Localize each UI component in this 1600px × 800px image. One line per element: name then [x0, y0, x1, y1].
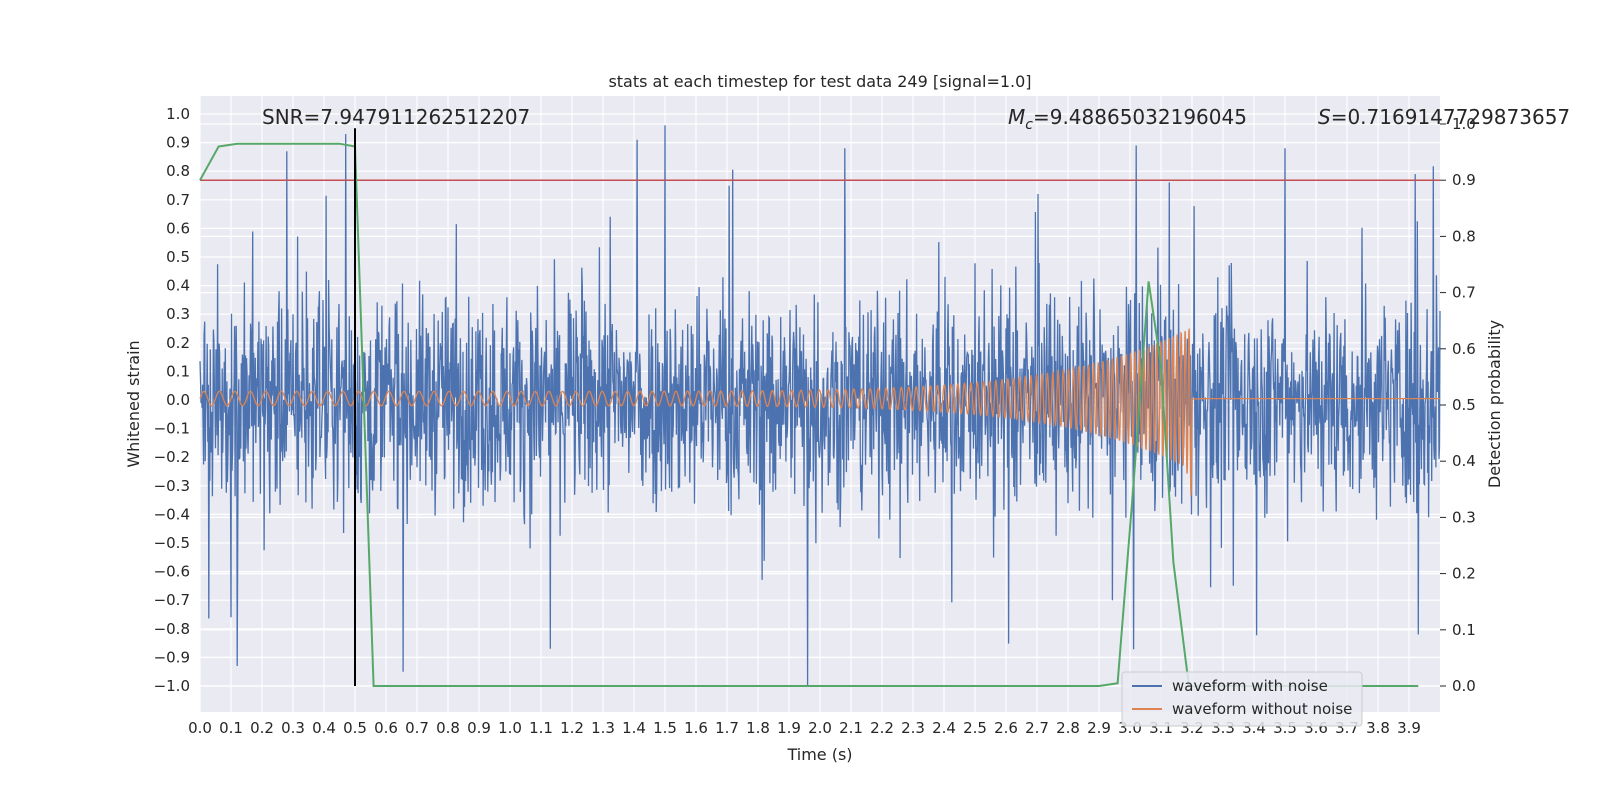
snr-annotation: SNR=7.947911262512207 [262, 105, 530, 129]
y2-tick-label: 0.3 [1452, 508, 1476, 526]
y-tick-label: 0.7 [166, 191, 190, 209]
x-tick-label: 2.0 [808, 719, 832, 737]
x-tick-label: 2.2 [870, 719, 894, 737]
x-tick-label: 1.4 [622, 719, 646, 737]
x-tick-label: 2.5 [963, 719, 987, 737]
y-tick-label: 1.0 [166, 105, 190, 123]
mc-symbol: M [1008, 105, 1025, 129]
y-tick-label: −0.2 [154, 448, 190, 466]
y2-tick-label: 0.9 [1452, 171, 1476, 189]
x-tick-label: 2.9 [1087, 719, 1111, 737]
s-symbol: S [1318, 105, 1331, 129]
x-tick-label: 1.3 [591, 719, 615, 737]
x-tick-label: 2.3 [901, 719, 925, 737]
x-tick-label: 0.8 [436, 719, 460, 737]
legend-box [1121, 671, 1363, 727]
s-value: =0.7169147729873657 [1331, 105, 1570, 129]
x-axis-label: Time (s) [786, 745, 852, 764]
x-tick-label: 1.1 [529, 719, 553, 737]
y-tick-label: −0.3 [154, 477, 190, 495]
series-detection-probability [199, 142, 1419, 687]
x-tick-label: 2.7 [1025, 719, 1049, 737]
series-waveform-with-noise [199, 125, 1441, 687]
y-tick-label: 0.3 [166, 305, 190, 323]
y-tick-label: −0.5 [154, 534, 190, 552]
s-annotation: S=0.7169147729873657 [1318, 105, 1570, 129]
y-tick-label: −0.7 [154, 591, 190, 609]
y2-tick-label: 0.8 [1452, 227, 1476, 245]
y2-tick-label: 1.0 [1452, 115, 1476, 133]
series-layer [199, 125, 1441, 687]
x-tick-label: 0.2 [250, 719, 274, 737]
x-tick-label: 0.7 [405, 719, 429, 737]
y2-tick-label: 0.2 [1452, 565, 1476, 583]
x-tick-label: 0.1 [219, 719, 243, 737]
legend-label-clean: waveform without noise [1172, 700, 1352, 718]
y2-axis-label: Detection probability [1485, 320, 1504, 488]
y2-tick-label: 0.6 [1452, 340, 1476, 358]
y-tick-label: 0.8 [166, 162, 190, 180]
y-tick-label: −0.9 [154, 648, 190, 666]
x-tick-label: 3.9 [1397, 719, 1421, 737]
x-tick-label: 1.9 [777, 719, 801, 737]
y2-tick-label: 0.0 [1452, 677, 1476, 695]
chart-title: stats at each timestep for test data 249… [608, 72, 1031, 91]
x-tick-label: 1.2 [560, 719, 584, 737]
x-tick-label: 0.6 [374, 719, 398, 737]
y-tick-label: −0.8 [154, 620, 190, 638]
y-tick-label: 0.9 [166, 134, 190, 152]
y-tick-label: −1.0 [154, 677, 190, 695]
mc-annotation: Mc=9.48865032196045 [1008, 105, 1247, 133]
y-tick-label: 0.2 [166, 334, 190, 352]
legend-label-noise: waveform with noise [1172, 677, 1328, 695]
x-tick-label: 0.9 [467, 719, 491, 737]
y-tick-label: −0.1 [154, 420, 190, 438]
mc-value: =9.48865032196045 [1033, 105, 1247, 129]
y-tick-label: 0.5 [166, 248, 190, 266]
x-tick-label: 1.7 [715, 719, 739, 737]
legend: waveform with noise waveform without noi… [1121, 671, 1363, 727]
x-tick-label: 0.5 [343, 719, 367, 737]
series-waveform-without-noise [199, 327, 1440, 496]
y2-tick-label: 0.4 [1452, 452, 1476, 470]
y-tick-label: 0.1 [166, 362, 190, 380]
y-tick-label: 0.6 [166, 219, 190, 237]
x-tick-label: 2.6 [994, 719, 1018, 737]
y-tick-label: −0.4 [154, 505, 190, 523]
y-tick-label: 0.0 [166, 391, 190, 409]
y2-tick-label: 0.7 [1452, 284, 1476, 302]
x-tick-label: 1.8 [746, 719, 770, 737]
x-tick-label: 2.8 [1056, 719, 1080, 737]
x-tick-label: 0.0 [188, 719, 212, 737]
x-tick-label: 1.5 [653, 719, 677, 737]
y-tick-label: 0.4 [166, 277, 190, 295]
y2-tick-label: 0.1 [1452, 621, 1476, 639]
y-tick-label: −0.6 [154, 563, 190, 581]
y2-tick-label: 0.5 [1452, 396, 1476, 414]
x-tick-label: 1.6 [684, 719, 708, 737]
x-tick-label: 0.4 [312, 719, 336, 737]
y-axis-label: Whitened strain [124, 340, 143, 467]
x-tick-label: 0.3 [281, 719, 305, 737]
x-tick-label: 2.4 [932, 719, 956, 737]
mc-subscript: c [1025, 117, 1033, 133]
x-tick-label: 3.8 [1366, 719, 1390, 737]
x-tick-label: 2.1 [839, 719, 863, 737]
x-tick-label: 1.0 [498, 719, 522, 737]
